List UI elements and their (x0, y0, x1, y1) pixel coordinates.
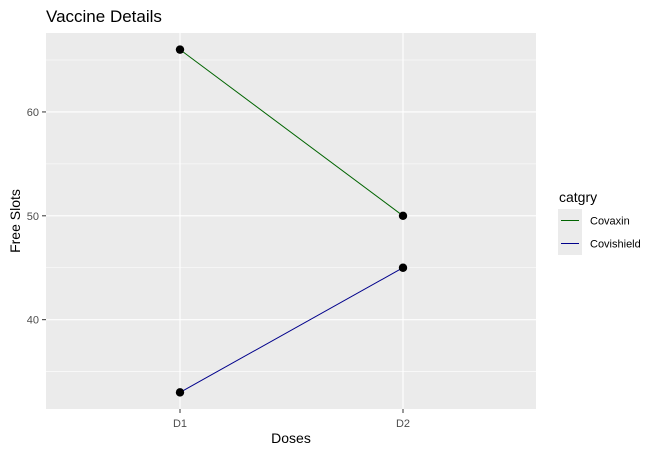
series-line-covaxin (179, 49, 404, 217)
x-tick-label-1: D2 (396, 418, 410, 430)
legend-label-covishield: Covishield (590, 239, 641, 251)
data-points (175, 45, 408, 397)
legend-title: catgry (559, 189, 597, 205)
x-axis-title: Doses (271, 430, 311, 446)
point-covishield-d2 (398, 263, 408, 272)
x-tick-label-0: D1 (173, 418, 187, 430)
point-covaxin-d1 (175, 45, 185, 54)
y-tick-label-0: 40 (27, 315, 39, 327)
plot-panel (46, 33, 536, 409)
series-line-covishield (179, 267, 404, 393)
legend-label-covaxin: Covaxin (590, 216, 630, 228)
chart-title: Vaccine Details (46, 7, 162, 26)
x-axis: D1 D2 (173, 409, 410, 430)
minor-gridlines (46, 59, 536, 372)
series-lines (179, 49, 404, 393)
point-covaxin-d2 (398, 211, 408, 221)
y-tick-label-1: 50 (27, 211, 39, 223)
point-covishield-d1 (175, 388, 185, 397)
legend: catgry Covaxin Covishield (558, 189, 641, 255)
y-axis-title: Free Slots (7, 189, 23, 253)
y-axis: 40 50 60 (27, 107, 46, 327)
major-gridlines (46, 33, 536, 409)
y-tick-label-2: 60 (27, 107, 39, 119)
